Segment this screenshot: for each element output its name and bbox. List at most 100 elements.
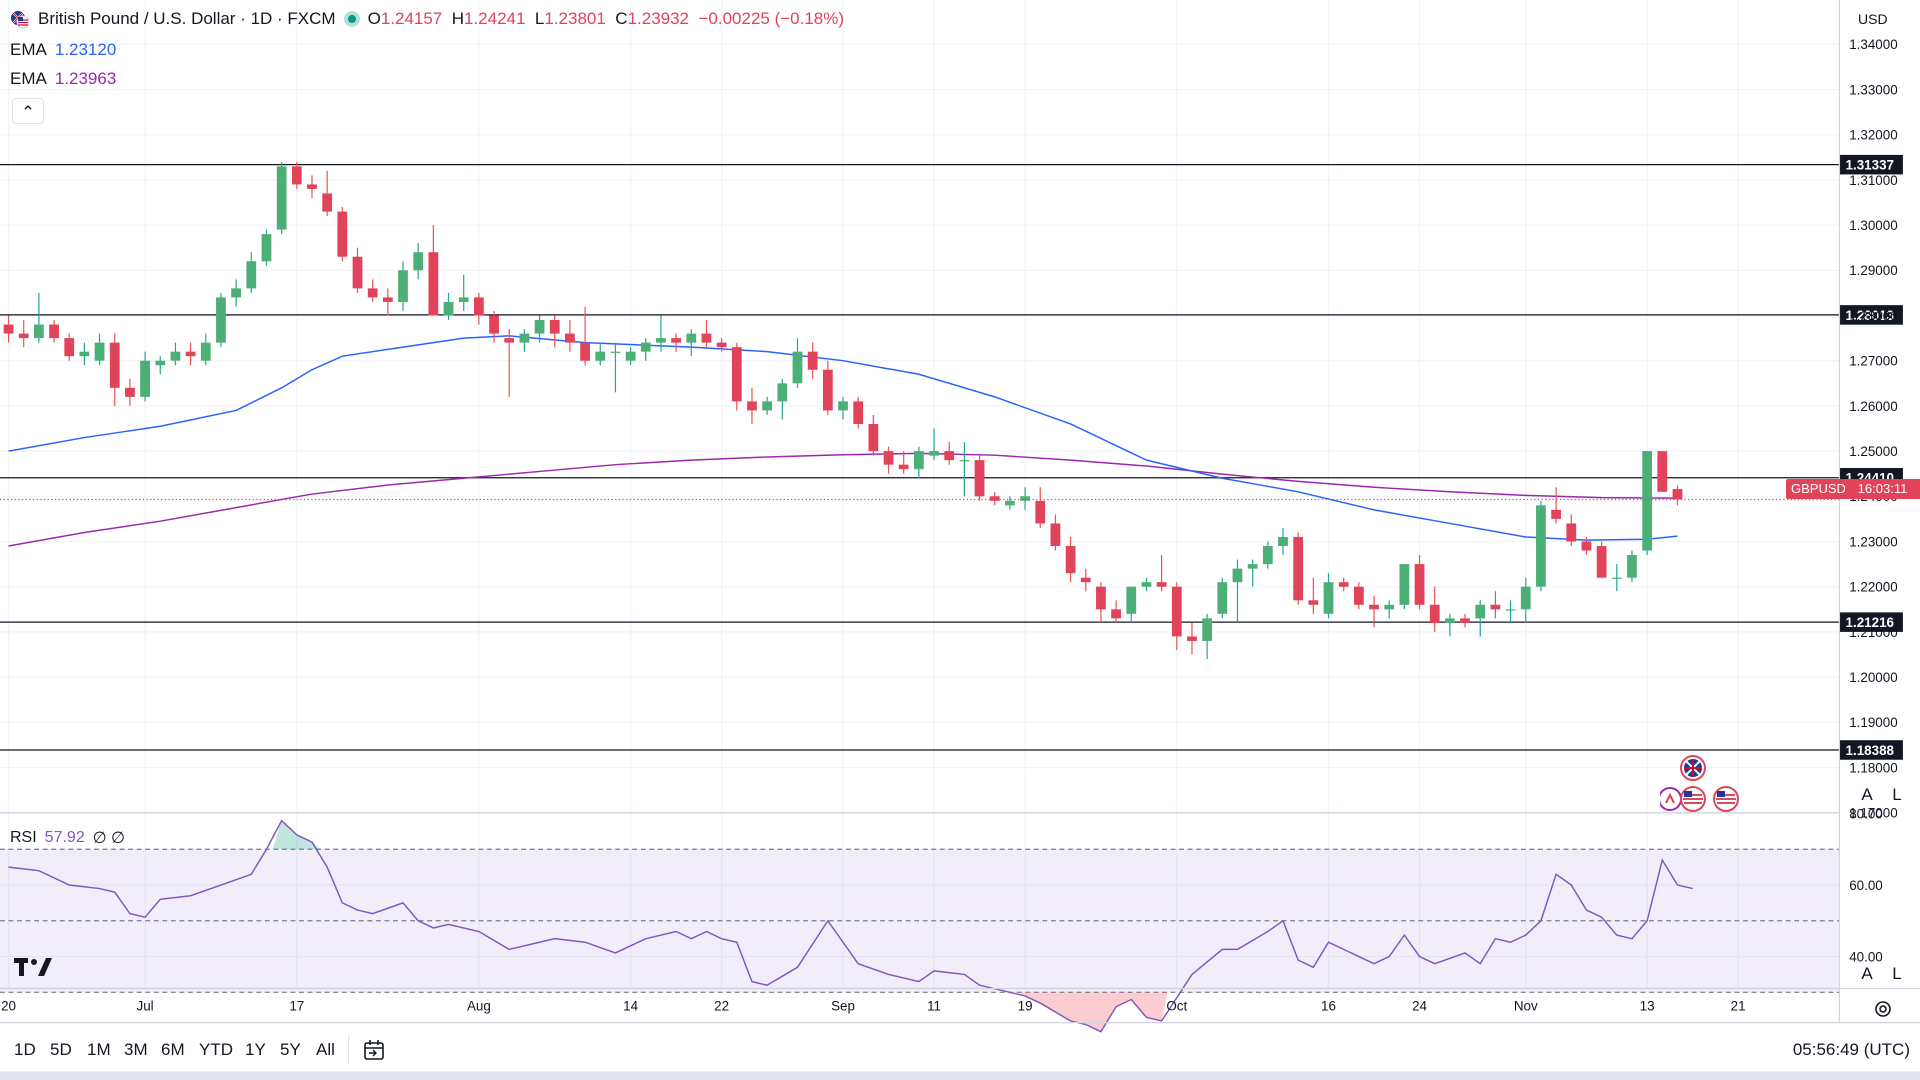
candle-body [747, 401, 757, 411]
candle [565, 320, 575, 352]
candle [549, 315, 560, 348]
rsi-legend[interactable]: RSI 57.92 ∅ ∅ [10, 829, 126, 847]
candle-body [640, 342, 651, 352]
candle-body [49, 324, 59, 339]
ema-legend-1[interactable]: EMA 1.23120 [10, 40, 117, 59]
clock-utc[interactable]: 05:56:49 (UTC) [1792, 1040, 1910, 1059]
candle [1414, 555, 1425, 610]
rsi-log-scale-button[interactable]: L [1892, 964, 1902, 983]
price-tick-label: 1.32000 [1849, 128, 1897, 143]
candle-body [944, 451, 955, 461]
timeframe-1y[interactable]: 1Y [245, 1040, 266, 1059]
candle-body [79, 351, 90, 357]
time-tick-label: 21 [1731, 998, 1746, 1013]
calendar-goto-icon[interactable] [362, 1038, 386, 1062]
candle [807, 342, 818, 379]
candle-body [1247, 564, 1258, 569]
candle-body [443, 301, 454, 316]
candle [489, 310, 499, 343]
candle [1278, 527, 1288, 556]
candle [1353, 582, 1364, 610]
candle-body [1414, 564, 1425, 605]
candle-body [1293, 536, 1304, 601]
candle [473, 292, 484, 325]
time-tick-label: 14 [623, 998, 638, 1013]
candle-body [974, 460, 985, 497]
candle-body [1536, 505, 1546, 587]
price-tick-label: 1.19000 [1849, 715, 1897, 730]
time-tick-label: 20 [1, 998, 16, 1013]
candle [838, 396, 848, 420]
candle-body [686, 333, 697, 343]
candle [580, 306, 590, 366]
timeframe-5d[interactable]: 5D [50, 1040, 72, 1059]
candle-body [1369, 604, 1379, 610]
candle [1596, 541, 1607, 578]
level-label-box [1839, 612, 1903, 632]
candle [1536, 500, 1546, 592]
timeframe-1m[interactable]: 1M [87, 1040, 111, 1059]
candle [671, 333, 681, 352]
timeframe-all[interactable]: All [316, 1040, 335, 1059]
timeframe-1d[interactable]: 1D [14, 1040, 36, 1059]
candle-body [1080, 577, 1091, 583]
candle [1262, 541, 1273, 569]
candle-body [671, 338, 681, 343]
candle-body [34, 324, 44, 339]
timeframe-5y[interactable]: 5Y [280, 1040, 301, 1059]
candle [1126, 586, 1137, 623]
candle [18, 320, 29, 348]
candle-body [731, 347, 742, 402]
timeframe-3m[interactable]: 3M [124, 1040, 148, 1059]
candle [792, 338, 803, 388]
time-tick-label: 11 [927, 998, 941, 1013]
settings-icon[interactable] [1872, 998, 1894, 1020]
price-tick-label: 1.25000 [1849, 444, 1897, 459]
candle [231, 279, 242, 307]
symbol-title[interactable]: British Pound / U.S. Dollar · 1D · FXCM [38, 9, 336, 28]
candle [1475, 600, 1486, 637]
candles [3, 161, 1683, 660]
candle-body [1308, 600, 1319, 605]
candle-body [716, 342, 727, 348]
candle [261, 229, 272, 266]
candle [913, 446, 924, 479]
candle [1171, 582, 1182, 650]
candle-body [3, 324, 14, 334]
rsi-extra: ∅ ∅ [92, 830, 126, 847]
time-tick-label: 16 [1321, 998, 1336, 1013]
candle-body [1202, 618, 1213, 641]
candle [1551, 487, 1561, 524]
candle [974, 455, 985, 501]
candle-body [1611, 577, 1622, 579]
time-tick-label: 22 [714, 998, 729, 1013]
candle-body [1111, 609, 1121, 619]
candle-body [1156, 582, 1167, 587]
log-scale-button[interactable]: L [1892, 785, 1902, 804]
currency-label[interactable]: USD [1858, 11, 1888, 27]
candle-body [762, 401, 773, 411]
candle-body [1460, 618, 1470, 623]
candle [519, 329, 530, 352]
rsi-pane: 80.00 60.00 40.00 [0, 806, 1883, 1033]
tradingview-logo[interactable]: TV [14, 956, 54, 978]
countdown-tag: 16:03:11 [1845, 479, 1920, 499]
candle [747, 387, 757, 424]
economic-events-icon[interactable] [1660, 752, 1740, 814]
time-tick-label: Aug [467, 998, 491, 1013]
ema-legend-2[interactable]: EMA 1.23963 [10, 69, 117, 88]
collapse-legend-button[interactable]: ⌃ [12, 98, 44, 124]
auto-scale-button[interactable]: A [1861, 785, 1873, 804]
candle [640, 338, 651, 361]
rsi-auto-scale-button[interactable]: A [1861, 964, 1873, 983]
candle-body [838, 401, 848, 411]
timeframe-6m[interactable]: 6M [161, 1040, 185, 1059]
price-tick-label: 1.29000 [1849, 263, 1897, 278]
candle [398, 261, 408, 311]
candle [3, 315, 14, 343]
price-tick-label: 1.21000 [1849, 625, 1897, 640]
candle [155, 356, 166, 375]
timeframe-ytd[interactable]: YTD [199, 1040, 233, 1059]
candle-body [1187, 636, 1197, 641]
